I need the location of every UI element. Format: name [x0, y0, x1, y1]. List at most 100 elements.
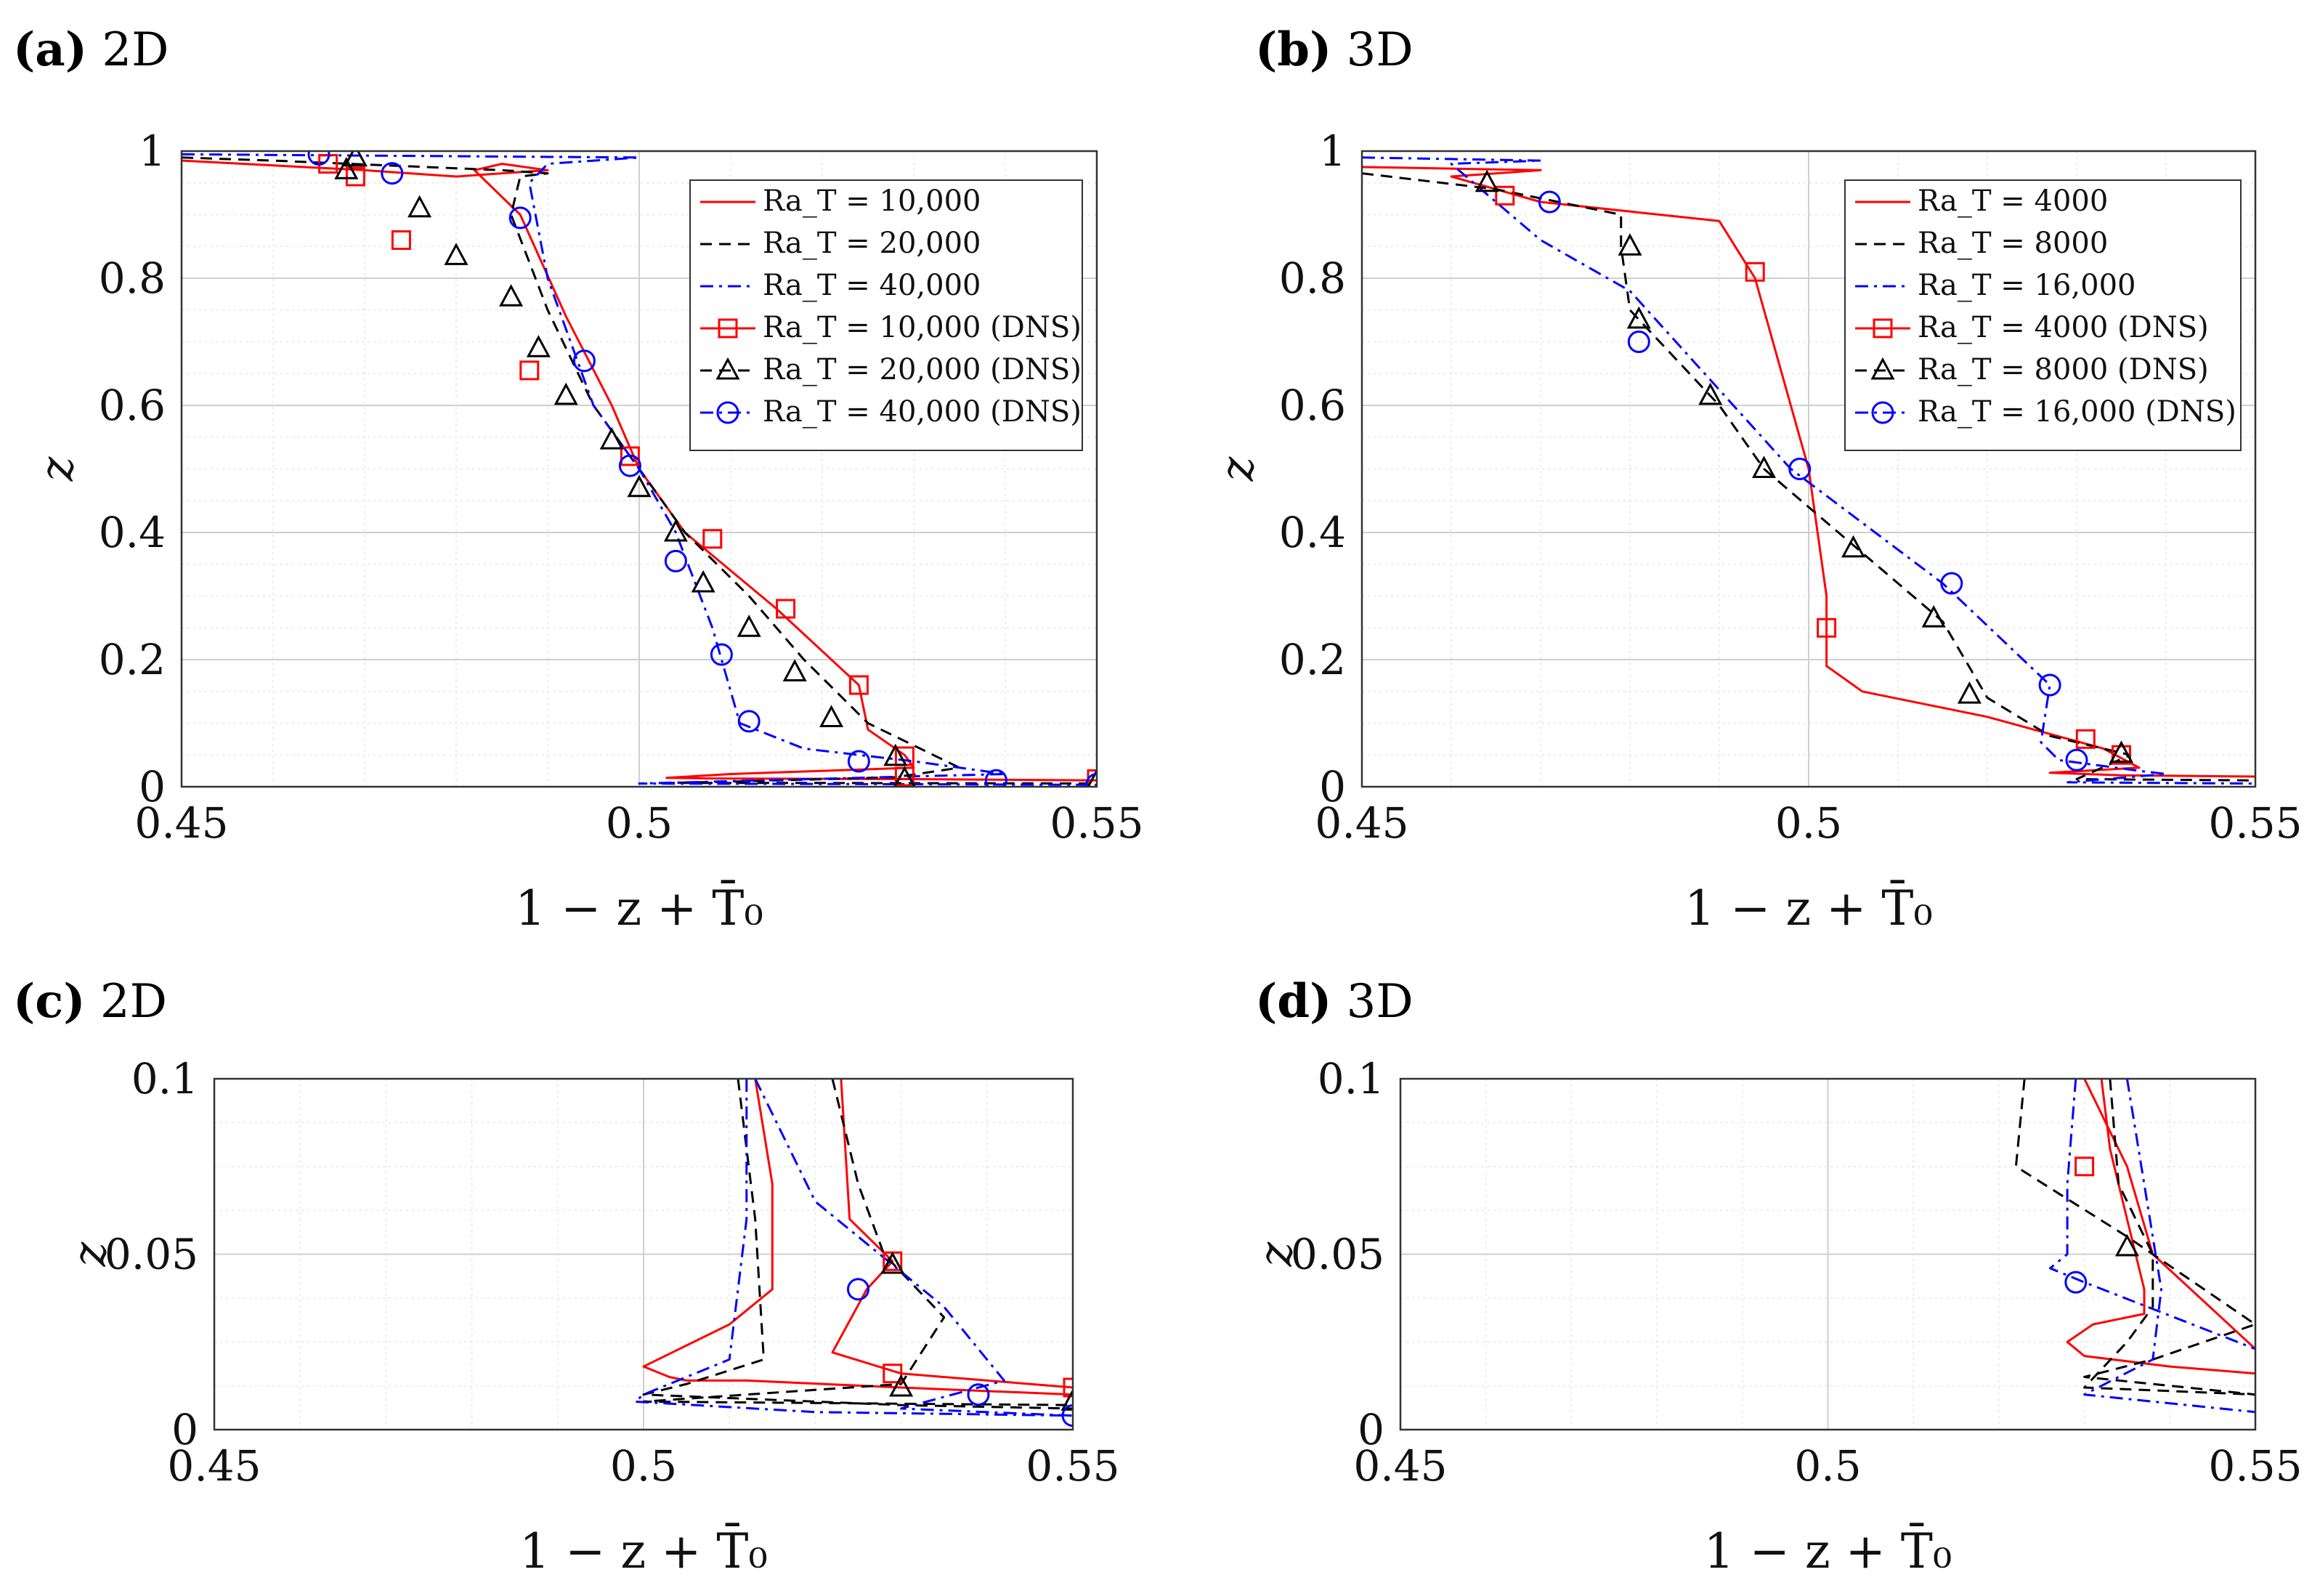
- chart-panel-c: 0.45 0.5 0.55 0 0.05 0.1 1 − z + T̄₀ z: [63, 1054, 1120, 1579]
- y-tick-label: 0: [1358, 1405, 1384, 1454]
- axes-frame: [1399, 1077, 2257, 1431]
- legend-marker: [716, 401, 739, 424]
- legend-marker: [715, 357, 740, 380]
- data-marker: [599, 426, 624, 450]
- data-marker: [1085, 773, 1097, 787]
- y-tick-label: 0.6: [1279, 381, 1346, 430]
- legend-entry: Ra_T = 8000 (DNS): [1918, 353, 2209, 386]
- y-tick-label: 0.1: [131, 1054, 198, 1103]
- y-tick-label: 0.05: [1291, 1230, 1384, 1279]
- y-tick-label: 0.2: [99, 635, 166, 684]
- y-axis-label: z: [31, 455, 84, 482]
- x-axis-label: 1 − z + T̄₀: [515, 880, 763, 936]
- data-marker: [334, 157, 359, 179]
- data-marker: [737, 615, 761, 637]
- x-tick-label: 0.5: [606, 798, 673, 848]
- data-marker: [381, 162, 404, 185]
- data-marker: [776, 599, 796, 619]
- legend-entry: Ra_T = 8000: [1918, 227, 2108, 260]
- legend-entry: Ra_T = 40,000: [763, 269, 981, 302]
- data-marker: [1538, 190, 1561, 214]
- axes-frame: [1360, 150, 2257, 788]
- x-tick-label: 0.55: [2208, 1441, 2302, 1491]
- data-marker: [2038, 673, 2061, 697]
- series-line: [2014, 1079, 2255, 1396]
- series-line: [182, 156, 1097, 785]
- legend-entry: Ra_T = 20,000 (DNS): [763, 353, 1082, 386]
- data-marker: [967, 1383, 990, 1406]
- y-tick-label: 0.05: [105, 1230, 198, 1279]
- data-marker: [553, 382, 578, 405]
- series-line: [2049, 1079, 2255, 1350]
- data-marker: [307, 151, 330, 166]
- data-marker: [2074, 1157, 2095, 1177]
- data-marker: [1060, 1388, 1073, 1411]
- data-marker: [1841, 535, 1866, 558]
- legend-entry: Ra_T = 10,000: [763, 185, 981, 218]
- series-line: [1362, 156, 2255, 785]
- chart-panel-d: 0.45 0.5 0.55 0 0.05 0.1 1 − z + T̄₀ z: [1249, 1054, 2303, 1579]
- legend: Ra_T = 4000 Ra_T = 8000 Ra_T = 16,000 Ra_T …: [1844, 179, 2242, 451]
- data-marker: [1940, 572, 1963, 595]
- y-tick-label: 0.6: [99, 381, 166, 430]
- series-line: [2083, 1079, 2255, 1396]
- y-tick-label: 0.2: [1279, 635, 1346, 684]
- series-line: [1362, 172, 2255, 782]
- data-marker: [1061, 1404, 1073, 1427]
- data-marker: [1921, 604, 1946, 628]
- x-axis-label: 1 − z + T̄₀: [519, 1523, 768, 1579]
- series-group: [182, 151, 1097, 787]
- x-tick-label: 0.5: [1775, 798, 1842, 848]
- data-marker: [702, 529, 723, 549]
- data-marker: [880, 1251, 905, 1274]
- data-marker: [526, 335, 551, 357]
- legend-marker: [718, 318, 738, 339]
- legend-entry: Ra_T = 20,000: [763, 227, 981, 260]
- data-marker: [345, 166, 365, 187]
- data-marker: [691, 570, 715, 593]
- y-tick-label: 0.8: [99, 254, 166, 303]
- series-line: [754, 1079, 1073, 1417]
- x-tick-label: 0.45: [167, 1441, 261, 1491]
- data-marker: [819, 705, 844, 727]
- series-line: [642, 1079, 1073, 1396]
- y-axis-label: z: [63, 1241, 117, 1267]
- y-tick-label: 0: [1319, 762, 1346, 811]
- y-tick-label: 0: [171, 1405, 198, 1454]
- data-marker: [1087, 768, 1097, 787]
- data-marker: [627, 474, 652, 498]
- series-group: [2014, 1079, 2255, 1414]
- series-line: [633, 1079, 1073, 1417]
- x-axis-label: 1 − z + T̄₀: [1704, 1523, 1952, 1579]
- x-tick-label: 0.45: [1353, 1441, 1447, 1491]
- data-marker: [710, 643, 733, 666]
- x-tick-label: 0.45: [1315, 798, 1408, 848]
- data-marker: [2065, 748, 2088, 771]
- legend-entry: Ra_T = 4000 (DNS): [1918, 311, 2209, 344]
- axes-frame: [213, 1077, 1074, 1431]
- panel-b-label: (b) 3D: [1255, 23, 1414, 77]
- data-marker: [1957, 681, 1982, 704]
- x-tick-label: 0.45: [134, 798, 228, 848]
- y-tick-label: 0.8: [1279, 254, 1346, 303]
- series-line: [642, 1079, 1073, 1410]
- data-marker: [1626, 306, 1651, 329]
- series-group: [1362, 156, 2255, 785]
- x-axis-label: 1 − z + T̄₀: [1684, 880, 1933, 936]
- data-marker: [1817, 617, 1837, 638]
- x-tick-label: 0.55: [2208, 798, 2302, 848]
- data-marker: [893, 766, 916, 787]
- legend-box: [689, 179, 1083, 451]
- data-marker: [847, 1278, 869, 1301]
- series-line: [2083, 1079, 2255, 1350]
- legend-marker: [1873, 318, 1893, 339]
- data-marker: [2075, 729, 2096, 749]
- panel-c-label: (c) 2D: [13, 974, 167, 1029]
- y-tick-label: 1: [139, 126, 166, 176]
- data-marker: [407, 195, 432, 218]
- data-marker: [984, 769, 1007, 787]
- data-marker: [1063, 1377, 1073, 1398]
- axes-frame: [180, 150, 1098, 788]
- data-marker: [499, 284, 524, 307]
